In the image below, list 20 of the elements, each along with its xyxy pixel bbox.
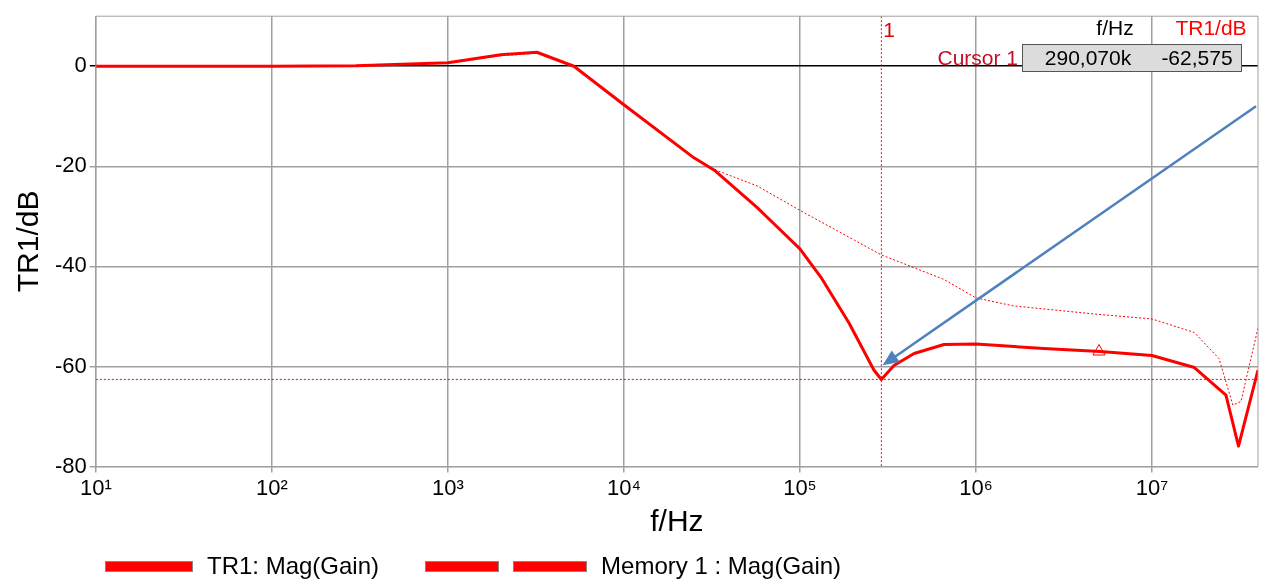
annotation: 1 — [883, 18, 897, 43]
annotation: TR1/dB — [1174, 16, 1248, 40]
y-tick-label: -40 — [55, 252, 87, 278]
x-tick-label: 10⁴ — [606, 474, 641, 500]
y-tick-label: -60 — [55, 352, 87, 378]
legend-label: TR1: Mag(Gain) — [207, 552, 380, 580]
annotation: f/Hz — [1095, 16, 1135, 40]
y-tick-label: 0 — [74, 52, 87, 78]
y-axis-title: TR1/dB — [11, 190, 45, 293]
x-axis-title: f/Hz — [650, 504, 704, 538]
x-tick-label: 10⁶ — [959, 474, 993, 500]
x-tick-label: 10⁷ — [1135, 474, 1169, 500]
x-tick-label: 10³ — [431, 474, 464, 500]
x-tick-label: 10² — [255, 474, 288, 500]
annotation: 290,070k — [1043, 46, 1133, 70]
annotation: -62,575 — [1160, 46, 1234, 70]
legend-label: Memory 1 : Mag(Gain) — [601, 552, 842, 580]
annotation: Cursor 1 — [936, 46, 1018, 70]
x-tick-label: 10⁵ — [783, 474, 817, 500]
y-tick-label: -20 — [55, 152, 87, 178]
